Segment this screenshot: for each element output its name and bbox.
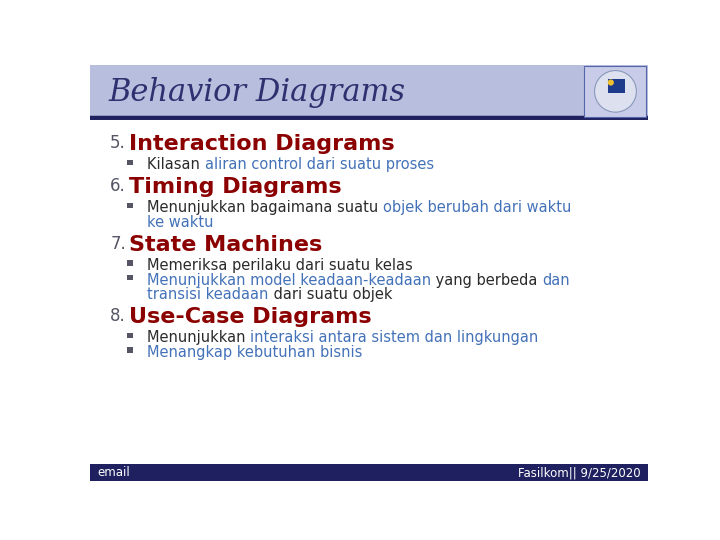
Text: Menunjukkan bagaimana suatu: Menunjukkan bagaimana suatu — [148, 200, 383, 215]
Bar — [585, 65, 647, 117]
Bar — [127, 159, 132, 165]
Text: email: email — [98, 466, 130, 479]
Text: objek berubah dari waktu: objek berubah dari waktu — [383, 200, 572, 215]
Bar — [90, 65, 648, 117]
Text: yang berbeda: yang berbeda — [431, 273, 542, 288]
Text: aliran control dari suatu proses: aliran control dari suatu proses — [205, 157, 434, 172]
Text: dan: dan — [542, 273, 570, 288]
Bar — [90, 464, 648, 481]
Text: Menunjukkan: Menunjukkan — [148, 330, 251, 346]
Text: Interaction Diagrams: Interaction Diagrams — [129, 134, 395, 154]
Text: 5.: 5. — [110, 134, 126, 152]
Text: Timing Diagrams: Timing Diagrams — [129, 177, 341, 197]
Text: interaksi antara sistem dan lingkungan: interaksi antara sistem dan lingkungan — [251, 330, 539, 346]
Text: 8.: 8. — [110, 307, 126, 325]
Bar — [608, 79, 625, 92]
Text: Menangkap kebutuhan bisnis: Menangkap kebutuhan bisnis — [148, 345, 363, 360]
Bar — [127, 260, 132, 266]
Text: Behavior Diagrams: Behavior Diagrams — [109, 77, 405, 108]
Text: ke waktu: ke waktu — [148, 215, 214, 230]
Text: 6.: 6. — [110, 177, 126, 195]
Text: 7.: 7. — [110, 235, 126, 253]
Text: State Machines: State Machines — [129, 235, 322, 255]
Bar — [127, 202, 132, 208]
Text: Memeriksa perilaku dari suatu kelas: Memeriksa perilaku dari suatu kelas — [148, 258, 413, 273]
Text: Menunjukkan model keadaan-keadaan: Menunjukkan model keadaan-keadaan — [148, 273, 431, 288]
Text: dari suatu objek: dari suatu objek — [269, 287, 392, 302]
Text: Fasilkom|| 9/25/2020: Fasilkom|| 9/25/2020 — [518, 466, 640, 479]
Bar — [127, 347, 132, 353]
Text: Kilasan: Kilasan — [148, 157, 205, 172]
Bar — [127, 275, 132, 280]
Text: Use-Case Diagrams: Use-Case Diagrams — [129, 307, 372, 327]
Text: transisi keadaan: transisi keadaan — [148, 287, 269, 302]
Circle shape — [608, 79, 614, 85]
Bar — [127, 333, 132, 338]
Circle shape — [595, 71, 636, 112]
